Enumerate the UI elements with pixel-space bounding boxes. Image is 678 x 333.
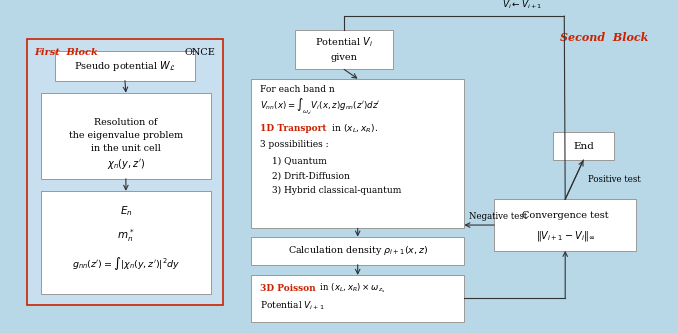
FancyBboxPatch shape <box>27 39 223 305</box>
Text: Convergence test: Convergence test <box>522 211 609 220</box>
Text: $V_i \leftarrow V_{i+1}$: $V_i \leftarrow V_{i+1}$ <box>502 0 542 11</box>
Text: $g_{nn}(z') = \int |\chi_n(y, z')|^2 dy$: $g_{nn}(z') = \int |\chi_n(y, z')|^2 dy$ <box>72 255 180 272</box>
FancyBboxPatch shape <box>251 79 464 228</box>
Text: $m_n^*$: $m_n^*$ <box>117 227 135 244</box>
Text: Pseudo potential $W_{\mathcal{L}}$: Pseudo potential $W_{\mathcal{L}}$ <box>74 59 176 73</box>
Text: given: given <box>331 53 357 62</box>
Text: 1) Quantum: 1) Quantum <box>272 157 327 166</box>
Text: 3D Poisson: 3D Poisson <box>260 284 316 293</box>
Text: 3) Hybrid classical-quantum: 3) Hybrid classical-quantum <box>272 186 401 195</box>
Text: $V_{nn}(x) = \int_{\omega_{z'}} V_i(x,z) g_{nn}(z') dz'$: $V_{nn}(x) = \int_{\omega_{z'}} V_i(x,z)… <box>260 97 381 117</box>
FancyBboxPatch shape <box>251 237 464 265</box>
Text: in $(x_L, x_R) \times \omega_{z_s}$: in $(x_L, x_R) \times \omega_{z_s}$ <box>317 281 385 295</box>
Text: Negative test: Negative test <box>469 212 527 221</box>
FancyBboxPatch shape <box>295 30 393 69</box>
Text: $E_n$: $E_n$ <box>119 204 132 218</box>
Text: Positive test: Positive test <box>588 175 641 184</box>
Text: in $(x_L, x_R)$.: in $(x_L, x_R)$. <box>329 122 378 135</box>
FancyBboxPatch shape <box>553 132 614 160</box>
Text: End: End <box>573 142 594 151</box>
Text: 3 possibilities :: 3 possibilities : <box>260 140 329 149</box>
Text: Potential $V_i$: Potential $V_i$ <box>315 35 373 49</box>
Text: Calculation density $\rho_{i+1}(x, z)$: Calculation density $\rho_{i+1}(x, z)$ <box>287 244 428 257</box>
Text: For each band n: For each band n <box>260 86 335 95</box>
FancyBboxPatch shape <box>251 275 464 322</box>
Text: in the unit cell: in the unit cell <box>91 145 161 154</box>
FancyBboxPatch shape <box>41 93 211 179</box>
FancyBboxPatch shape <box>55 51 195 81</box>
FancyBboxPatch shape <box>41 191 211 294</box>
Text: 1D Transport: 1D Transport <box>260 124 327 133</box>
Text: Second  Block: Second Block <box>560 32 648 43</box>
Text: the eigenvalue problem: the eigenvalue problem <box>69 131 183 140</box>
Text: First  Block: First Block <box>35 48 98 57</box>
Text: Potential $V_{i+1}$: Potential $V_{i+1}$ <box>260 300 325 312</box>
Text: $\|V_{i+1} - V_i\|_\infty$: $\|V_{i+1} - V_i\|_\infty$ <box>536 229 595 243</box>
Text: 2) Drift-Diffusion: 2) Drift-Diffusion <box>272 171 350 180</box>
Text: Resolution of: Resolution of <box>94 118 158 127</box>
Text: $\chi_n(y, z')$: $\chi_n(y, z')$ <box>107 157 145 171</box>
FancyBboxPatch shape <box>494 199 636 251</box>
Text: ONCE: ONCE <box>184 48 216 57</box>
